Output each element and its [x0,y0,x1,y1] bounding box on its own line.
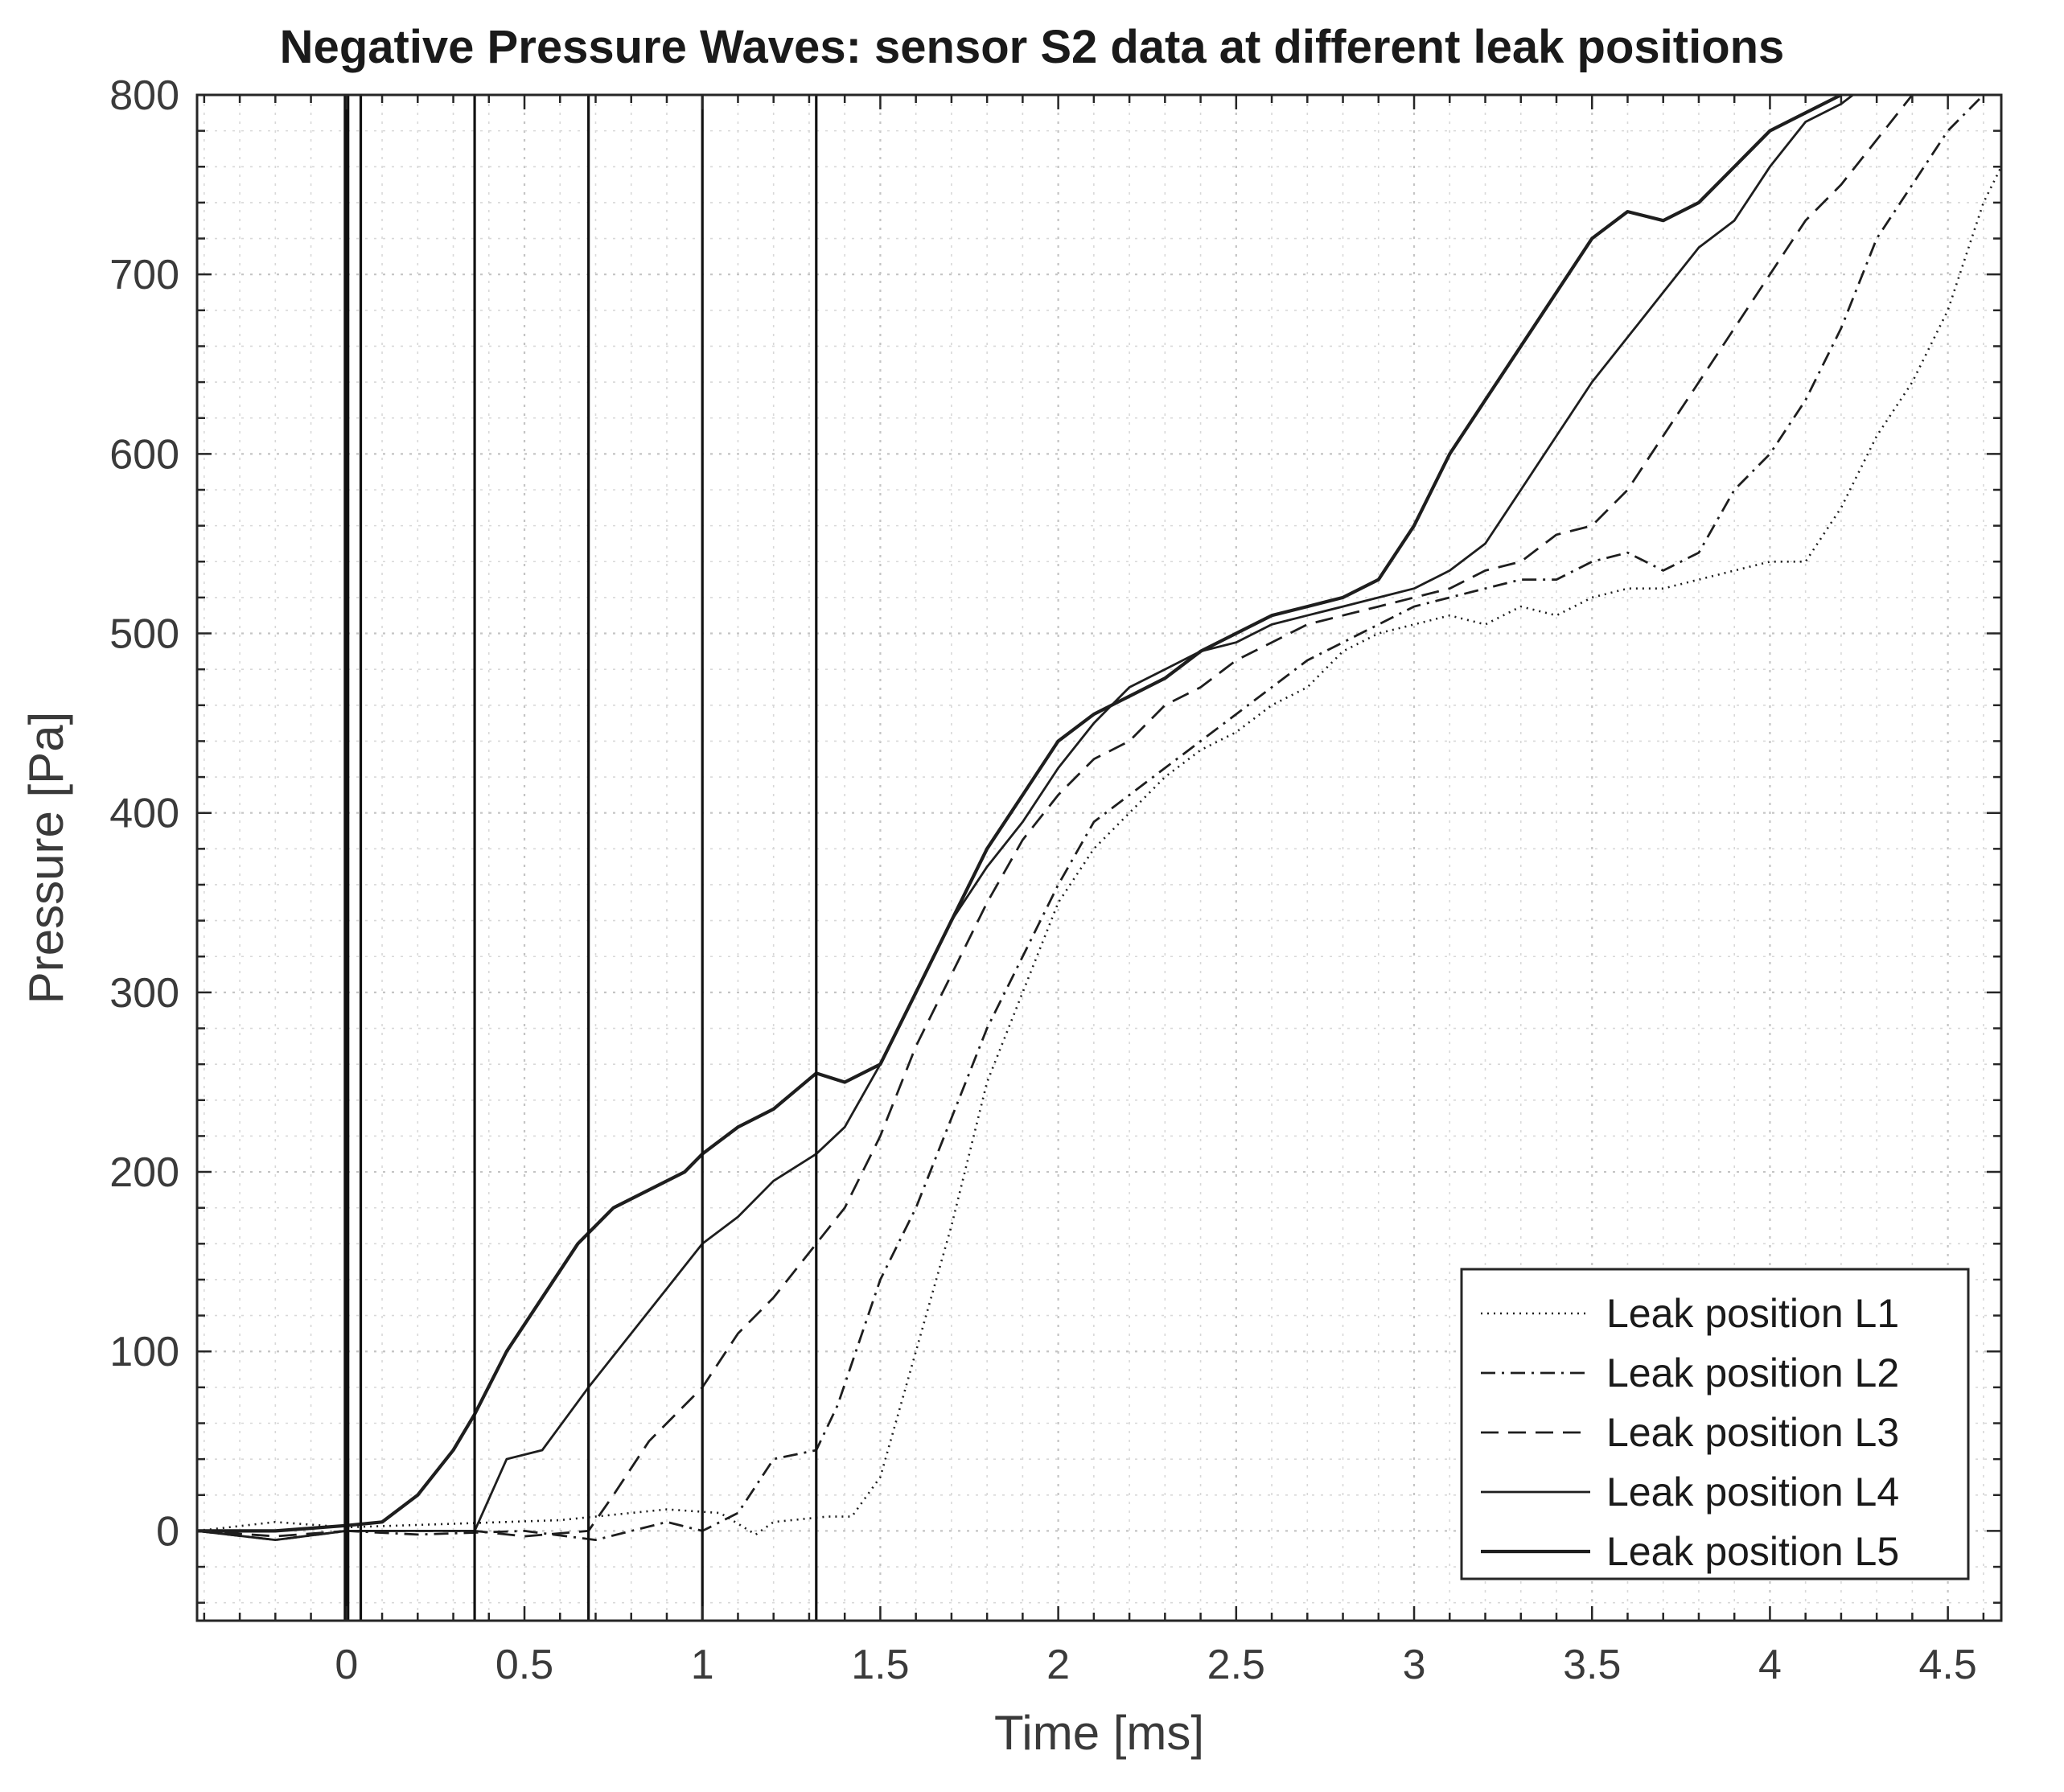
x-tick-label: 2 [1046,1642,1070,1688]
y-tick-label: 400 [109,791,179,837]
axes-box [195,93,2003,1622]
axis-ticks: 0 0.5 1 1.5 2 2.5 3 3.5 4 4.5 0 100 200 300 400 500 600 7… [109,72,2001,1688]
chart-title: Negative Pressure Waves: sensor S2 data … [280,21,1785,73]
x-tick-label: 0.5 [495,1642,553,1688]
x-axis-label: Time [ms] [994,1706,1204,1760]
x-tick-label: 3 [1403,1642,1426,1688]
legend-label-l4: Leak position L4 [1606,1469,1899,1515]
y-tick-label: 800 [109,72,179,119]
x-tick-label: 4 [1758,1642,1782,1688]
y-axis-label: Pressure [Pa] [19,712,73,1005]
x-tick-label: 4.5 [1918,1642,1976,1688]
x-tick-label: 1.5 [851,1642,909,1688]
x-tick-label: 2.5 [1207,1642,1265,1688]
legend: Leak position L1 Leak position L2 Leak pos… [1460,1268,1970,1580]
legend-box [1460,1268,1970,1580]
grid-lines [197,93,2001,1621]
y-tick-label: 200 [109,1149,179,1196]
series-line-l5 [197,95,1842,1533]
legend-label-l5: Leak position L5 [1606,1529,1899,1574]
series-line-l2 [197,95,1984,1541]
y-tick-label: 300 [109,970,179,1017]
legend-label-l1: Leak position L1 [1606,1291,1899,1336]
leak-onset-markers [343,95,818,1621]
y-tick-label: 100 [109,1329,179,1375]
y-tick-label: 600 [109,431,179,478]
series-line-l1 [197,166,2001,1536]
x-tick-label: 0 [335,1642,358,1688]
series-line-l3 [197,95,1914,1538]
plot-area [197,95,2001,1541]
y-tick-label: 700 [109,252,179,298]
legend-label-l3: Leak position L3 [1606,1410,1899,1455]
series-line-l4 [197,95,1856,1541]
y-tick-label: 500 [109,611,179,658]
legend-label-l2: Leak position L2 [1606,1350,1899,1395]
y-tick-label: 0 [156,1508,179,1555]
x-tick-label: 3.5 [1563,1642,1621,1688]
x-tick-label: 1 [691,1642,714,1688]
